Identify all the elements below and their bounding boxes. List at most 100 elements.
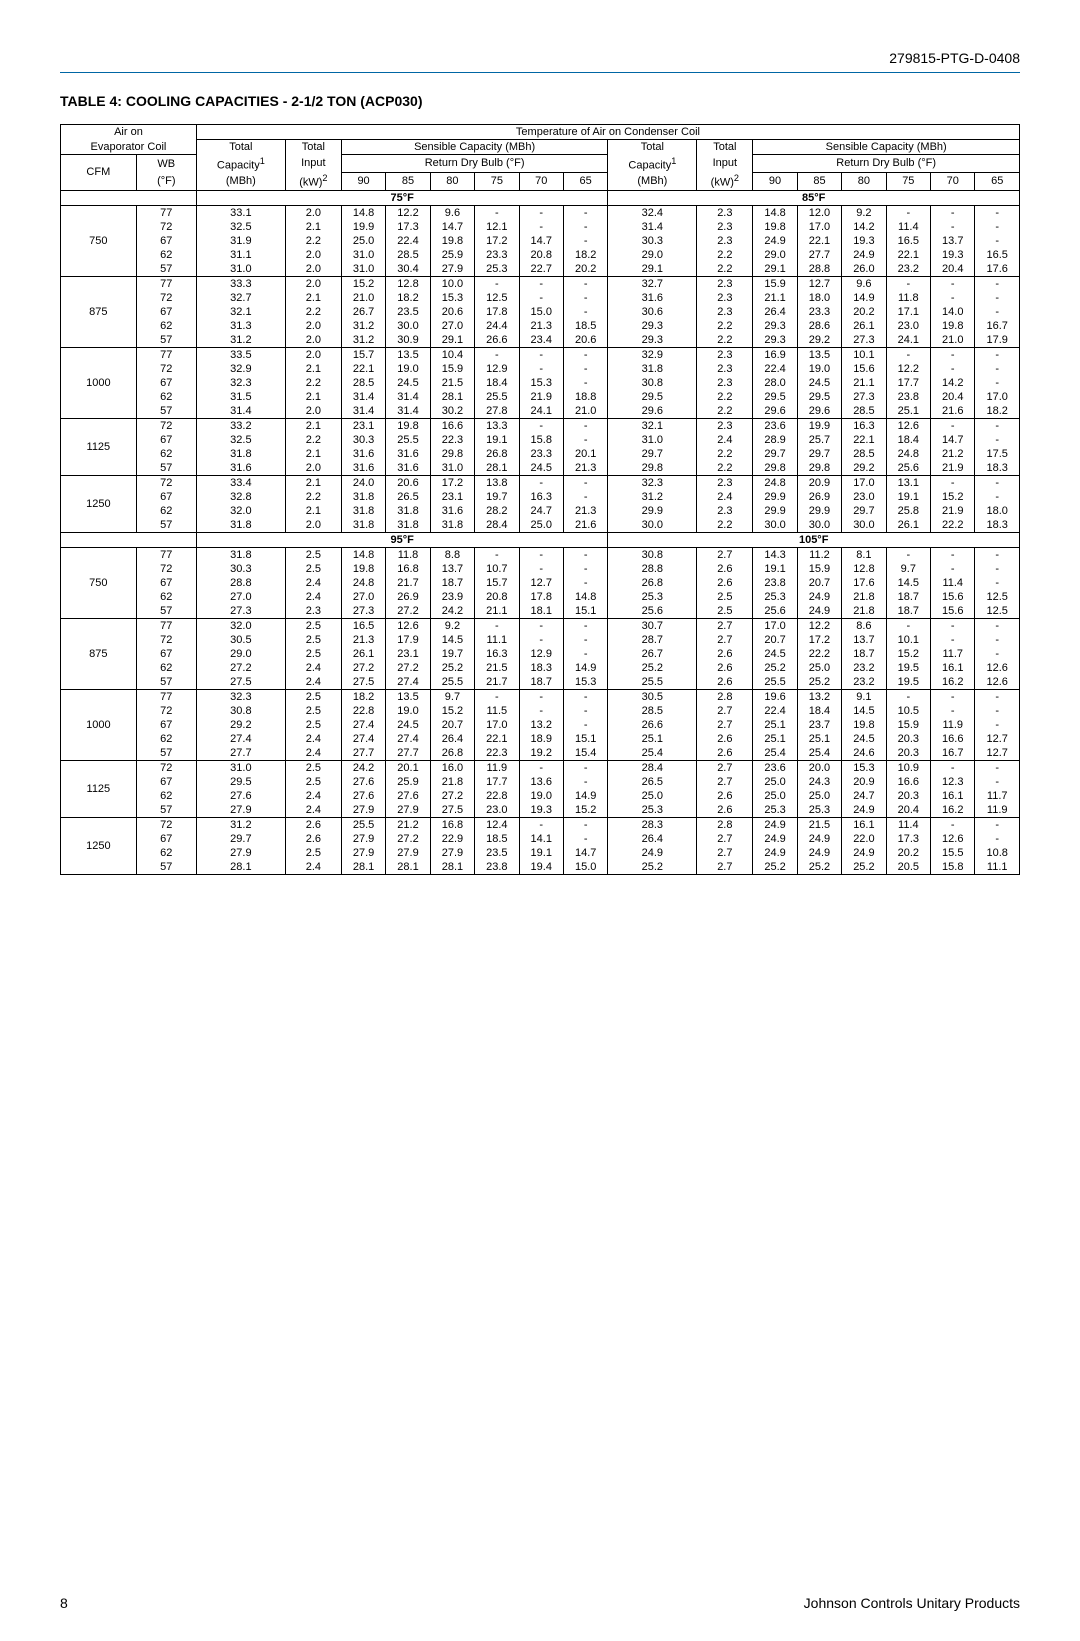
val: 11.9 bbox=[475, 760, 519, 775]
val: 16.8 bbox=[430, 817, 474, 832]
hdr-t1: Total bbox=[196, 140, 285, 155]
val: 30.5 bbox=[608, 689, 697, 704]
hdr-in-r: Input bbox=[697, 155, 753, 173]
val: 9.2 bbox=[430, 618, 474, 633]
val: 31.0 bbox=[608, 433, 697, 447]
val: 19.4 bbox=[519, 860, 563, 875]
val: 8.8 bbox=[430, 547, 474, 562]
val: 20.7 bbox=[753, 633, 797, 647]
cfm-6: 875 bbox=[61, 618, 137, 689]
val: 2.3 bbox=[697, 347, 753, 362]
hdr-dbr-4: 70 bbox=[931, 172, 975, 190]
val: 25.3 bbox=[797, 803, 841, 818]
wb: 77 bbox=[136, 618, 196, 633]
val: 18.4 bbox=[797, 704, 841, 718]
val: 20.6 bbox=[563, 333, 607, 348]
val: 27.7 bbox=[341, 746, 385, 761]
val: 12.5 bbox=[475, 291, 519, 305]
val: 29.5 bbox=[797, 390, 841, 404]
hdr-t4: Total bbox=[697, 140, 753, 155]
val: 17.0 bbox=[842, 475, 886, 490]
hdr-dbr-0: 90 bbox=[753, 172, 797, 190]
val: 24.7 bbox=[842, 789, 886, 803]
val: 21.6 bbox=[563, 518, 607, 533]
hdr-air-on: Air on bbox=[61, 125, 197, 140]
val: - bbox=[563, 490, 607, 504]
val: 18.5 bbox=[475, 832, 519, 846]
val: 14.7 bbox=[519, 234, 563, 248]
val: 17.0 bbox=[975, 390, 1020, 404]
val: 22.4 bbox=[386, 234, 430, 248]
val: 11.4 bbox=[931, 576, 975, 590]
val: 11.9 bbox=[931, 718, 975, 732]
cfm-5: 750 bbox=[61, 547, 137, 618]
val: - bbox=[975, 689, 1020, 704]
val: - bbox=[563, 832, 607, 846]
val: 16.0 bbox=[430, 760, 474, 775]
val: 25.1 bbox=[753, 732, 797, 746]
val: 18.3 bbox=[975, 461, 1020, 476]
val: 19.3 bbox=[519, 803, 563, 818]
val: 13.5 bbox=[797, 347, 841, 362]
val: - bbox=[563, 418, 607, 433]
val: 21.3 bbox=[563, 461, 607, 476]
val: - bbox=[931, 547, 975, 562]
val: 25.2 bbox=[842, 860, 886, 875]
val: 22.3 bbox=[475, 746, 519, 761]
val: 29.1 bbox=[430, 333, 474, 348]
val: - bbox=[563, 562, 607, 576]
val: 27.7 bbox=[386, 746, 430, 761]
val: 27.9 bbox=[196, 846, 285, 860]
val: 18.7 bbox=[886, 604, 930, 619]
val: 20.3 bbox=[886, 746, 930, 761]
val: 30.8 bbox=[196, 704, 285, 718]
val: - bbox=[975, 775, 1020, 789]
val: 24.2 bbox=[341, 760, 385, 775]
val: 27.2 bbox=[386, 661, 430, 675]
val: 29.6 bbox=[797, 404, 841, 419]
val: 27.4 bbox=[386, 732, 430, 746]
val: 27.4 bbox=[341, 732, 385, 746]
val: - bbox=[931, 291, 975, 305]
val: 32.9 bbox=[608, 347, 697, 362]
val: 25.3 bbox=[753, 590, 797, 604]
wb: 62 bbox=[136, 390, 196, 404]
hdr-wb: WB bbox=[136, 155, 196, 173]
val: 2.3 bbox=[697, 376, 753, 390]
val: 2.5 bbox=[285, 633, 341, 647]
val: 25.0 bbox=[753, 775, 797, 789]
val: 22.7 bbox=[519, 262, 563, 277]
val: 23.2 bbox=[886, 262, 930, 277]
val: 24.0 bbox=[341, 475, 385, 490]
val: 12.6 bbox=[975, 661, 1020, 675]
val: 29.3 bbox=[753, 319, 797, 333]
val: 21.3 bbox=[563, 504, 607, 518]
val: 14.2 bbox=[931, 376, 975, 390]
val: 23.0 bbox=[886, 319, 930, 333]
val: - bbox=[519, 760, 563, 775]
val: - bbox=[975, 633, 1020, 647]
val: 11.9 bbox=[975, 803, 1020, 818]
val: 17.7 bbox=[475, 775, 519, 789]
val: 13.7 bbox=[430, 562, 474, 576]
val: 15.3 bbox=[842, 760, 886, 775]
val: 20.9 bbox=[842, 775, 886, 789]
val: 31.4 bbox=[196, 404, 285, 419]
hdr-cap-l: Capacity1 bbox=[196, 155, 285, 173]
val: 2.7 bbox=[697, 718, 753, 732]
val: 16.5 bbox=[975, 248, 1020, 262]
val: - bbox=[931, 633, 975, 647]
val: 2.7 bbox=[697, 633, 753, 647]
val: 28.1 bbox=[386, 860, 430, 875]
val: - bbox=[563, 234, 607, 248]
val: 25.6 bbox=[608, 604, 697, 619]
val: - bbox=[886, 618, 930, 633]
val: 15.3 bbox=[563, 675, 607, 690]
val: 12.6 bbox=[975, 675, 1020, 690]
val: 25.0 bbox=[797, 661, 841, 675]
val: 10.9 bbox=[886, 760, 930, 775]
page-footer: 8 Johnson Controls Unitary Products bbox=[60, 1595, 1020, 1611]
val: 2.2 bbox=[697, 447, 753, 461]
val: 23.1 bbox=[430, 490, 474, 504]
wb: 67 bbox=[136, 718, 196, 732]
